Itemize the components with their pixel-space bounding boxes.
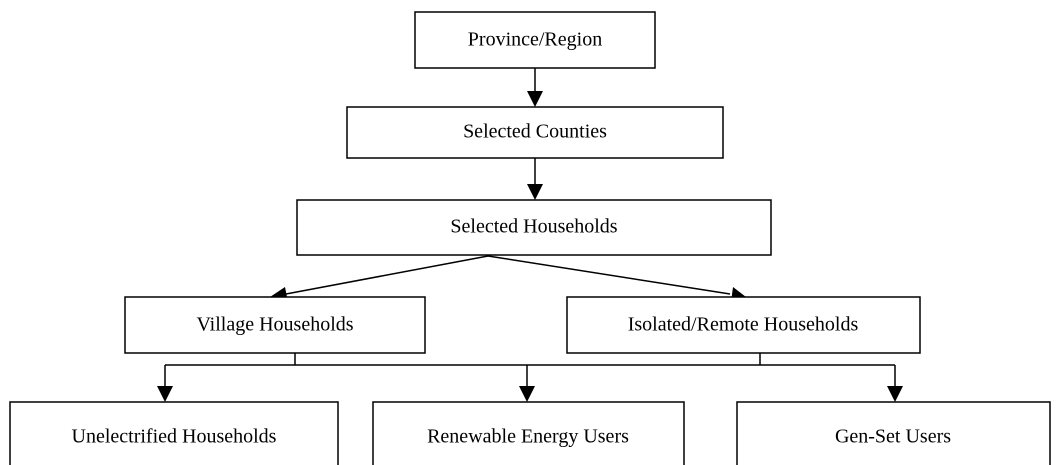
node-label: Selected Counties xyxy=(463,121,607,143)
arrowhead xyxy=(887,386,903,402)
node-label: Village Households xyxy=(196,314,353,336)
connector xyxy=(285,255,489,295)
node-box xyxy=(566,296,921,354)
arrowhead xyxy=(527,184,543,200)
node-box xyxy=(296,199,772,256)
connectors xyxy=(157,68,903,402)
node-box xyxy=(736,401,1051,465)
node-box xyxy=(124,296,426,354)
node-label: Renewable Energy Users xyxy=(427,426,629,448)
arrowhead xyxy=(527,91,543,107)
node-box xyxy=(9,401,339,465)
node-label: Isolated/Remote Households xyxy=(628,314,859,336)
node-label: Unelectrified Households xyxy=(72,426,277,448)
node-box xyxy=(346,106,724,159)
connector xyxy=(487,255,731,295)
node-label: Selected Households xyxy=(450,216,617,238)
arrowhead xyxy=(519,386,535,402)
node-box xyxy=(372,401,685,465)
node-box xyxy=(414,11,656,69)
arrowhead xyxy=(157,386,173,402)
node-label: Gen-Set Users xyxy=(835,426,951,448)
node-label: Province/Region xyxy=(468,29,602,51)
